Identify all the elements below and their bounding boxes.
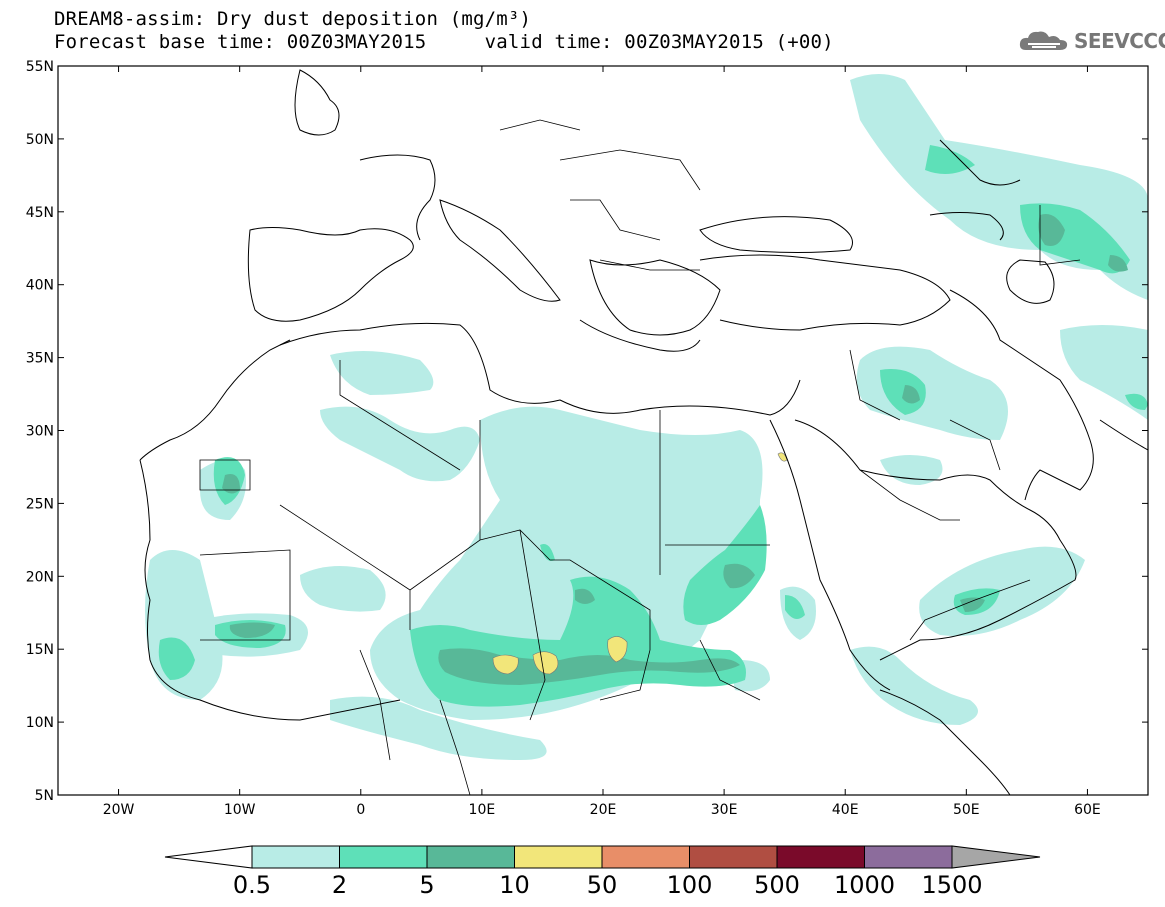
colorbar-label: 1500 — [921, 871, 982, 899]
lat-label: 25N — [26, 496, 54, 512]
lat-label: 5N — [35, 788, 54, 804]
colorbar-label: 0.5 — [233, 871, 271, 899]
lon-label: 20W — [103, 802, 135, 818]
lon-label: 40E — [832, 802, 859, 818]
lon-label: 50E — [953, 802, 980, 818]
lon-label: 10W — [224, 802, 256, 818]
dust-deposition-field — [145, 74, 1148, 760]
lat-label: 45N — [26, 205, 54, 221]
colorbar-segment — [601, 845, 690, 869]
lat-label: 20N — [26, 569, 54, 585]
colorbar-segment — [689, 845, 778, 869]
colorbar-segment — [776, 845, 865, 869]
deposition-level-10 — [492, 452, 788, 675]
colorbar-label: 50 — [587, 871, 618, 899]
seevccc-logo: SEEVCCC — [1018, 26, 1165, 56]
lon-label: 60E — [1074, 802, 1101, 818]
colorbar-label: 2 — [332, 871, 347, 899]
lat-label: 50N — [26, 132, 54, 148]
latitude-axis: 55N 50N 45N 40N 35N 30N 25N 20N 15N 10N 5N — [26, 59, 1148, 804]
longitude-axis: 20W 10W 0 10E 20E 30E 40E 50E 60E — [103, 66, 1101, 818]
colorbar-label: 5 — [419, 871, 434, 899]
lat-label: 55N — [26, 59, 54, 75]
cloud-icon — [1019, 31, 1068, 50]
colorbar-over-arrow — [951, 845, 1041, 869]
colorbar-label: 1000 — [834, 871, 895, 899]
lon-label: 20E — [590, 802, 617, 818]
lon-label: 30E — [711, 802, 738, 818]
map-title: DREAM8-assim: Dry dust deposition (mg/m³… — [54, 8, 532, 30]
lat-label: 10N — [26, 715, 54, 731]
colorbar-label: 100 — [667, 871, 713, 899]
colorbar-label: 500 — [754, 871, 800, 899]
colorbar-under-arrow — [164, 845, 253, 869]
lat-label: 40N — [26, 278, 54, 294]
country-borders — [199, 119, 1081, 795]
colorbar-segment — [339, 845, 428, 869]
forecast-times: Forecast base time: 00Z03MAY2015 valid t… — [54, 31, 834, 53]
coastlines — [139, 69, 1148, 795]
lat-label: 15N — [26, 642, 54, 658]
colorbar-segment — [251, 845, 340, 869]
lat-label: 30N — [26, 424, 54, 440]
colorbar-segment — [514, 845, 603, 869]
colorbar: 0.5 2 5 10 50 100 500 1000 1500 — [164, 845, 1041, 899]
logo-text: SEEVCCC — [1074, 29, 1165, 53]
lat-label: 35N — [26, 351, 54, 367]
colorbar-segment — [864, 845, 953, 869]
colorbar-label: 10 — [499, 871, 530, 899]
lon-label: 10E — [469, 802, 496, 818]
colorbar-segment — [426, 845, 515, 869]
lon-label: 0 — [356, 802, 365, 818]
